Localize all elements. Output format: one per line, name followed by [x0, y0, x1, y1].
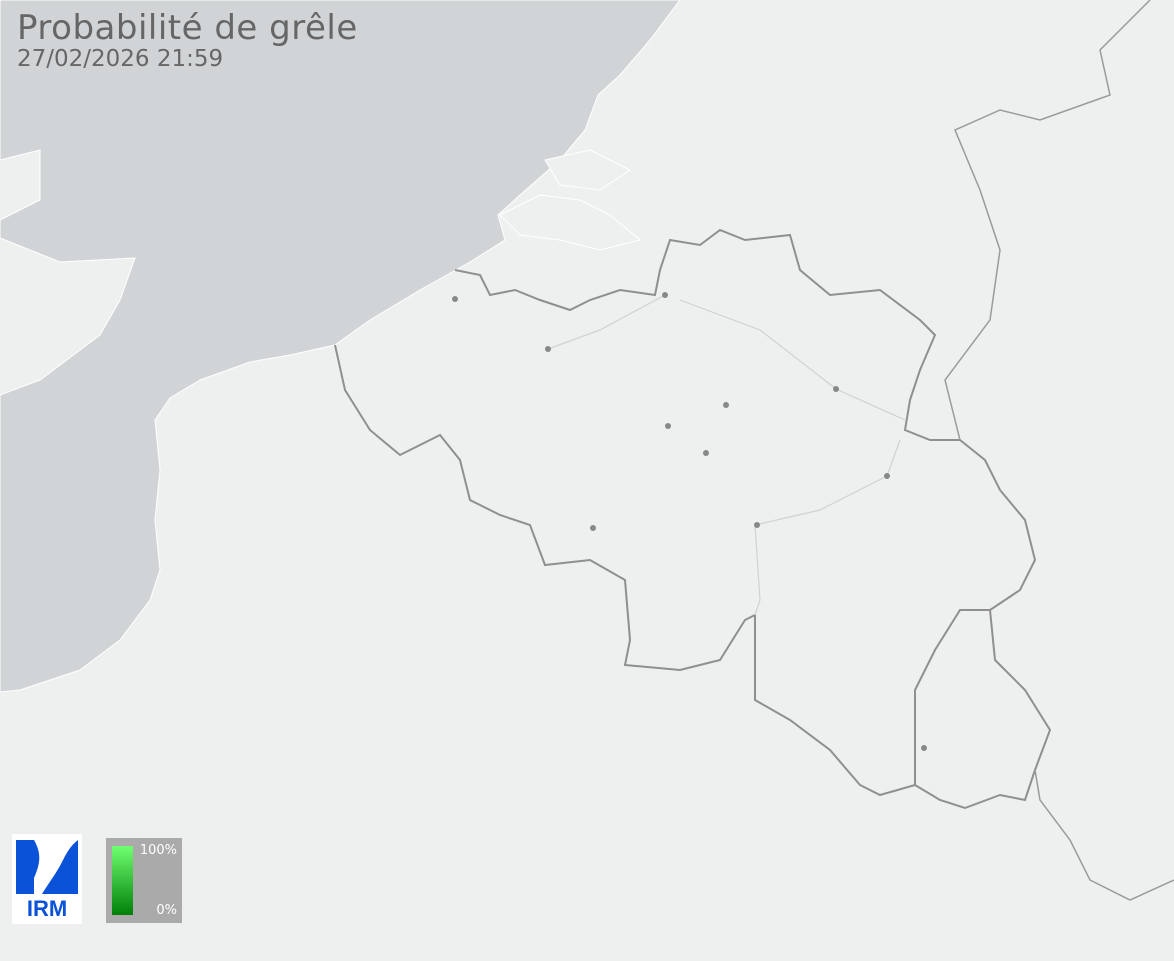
city-dot — [884, 473, 890, 479]
luxembourg-border — [914, 609, 990, 785]
north-sea — [0, 0, 681, 693]
probability-legend: 100% 0% — [106, 838, 182, 923]
map-timestamp: 27/02/2026 21:59 — [17, 46, 224, 72]
zeeland-islands — [499, 149, 642, 251]
city-dot — [665, 423, 671, 429]
city-dot — [452, 296, 458, 302]
city-dot — [833, 386, 839, 392]
city-dot — [662, 292, 668, 298]
legend-max-label: 100% — [139, 843, 177, 858]
belgium-border — [334, 228, 1052, 810]
city-dot — [754, 522, 760, 528]
city-dot — [703, 450, 709, 456]
irm-logo-icon — [16, 840, 78, 894]
cities — [452, 292, 927, 751]
city-dot — [723, 402, 729, 408]
legend-min-label: 0% — [156, 903, 177, 918]
irm-logo: IRM — [12, 834, 82, 924]
legend-gradient-bar — [112, 846, 133, 915]
city-dot — [545, 346, 551, 352]
city-dot — [921, 745, 927, 751]
rivers — [547, 294, 906, 616]
germany-border — [944, 0, 1174, 901]
city-dot — [590, 525, 596, 531]
logo-text: IRM — [26, 896, 68, 921]
map-title: Probabilité de grêle — [17, 8, 358, 48]
